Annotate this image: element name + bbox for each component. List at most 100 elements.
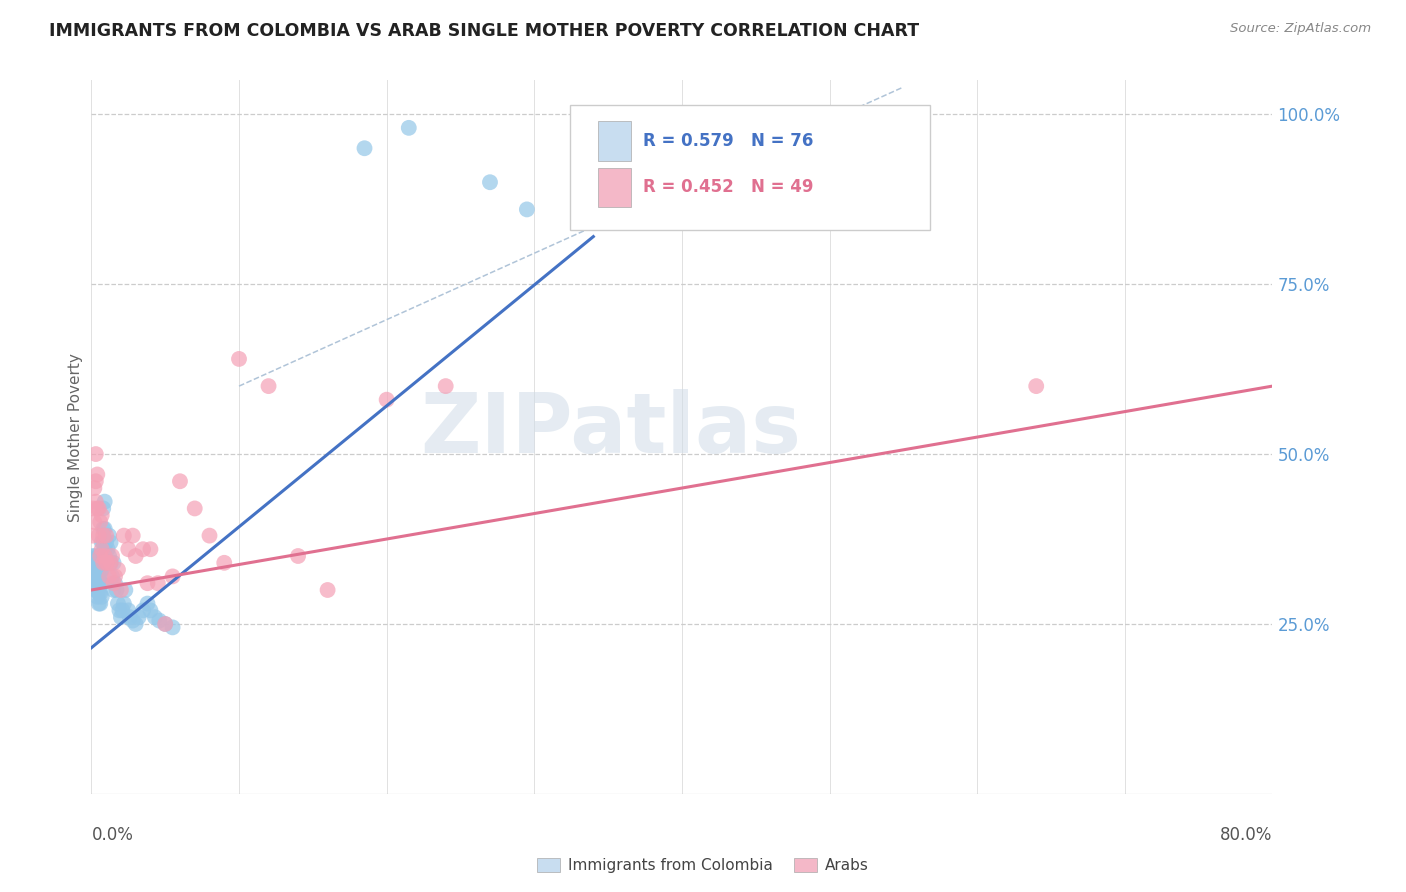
Point bbox=[86, 467, 108, 482]
Point bbox=[82, 549, 104, 563]
Point bbox=[86, 563, 108, 577]
Point bbox=[104, 569, 127, 583]
Point bbox=[169, 475, 191, 489]
Point bbox=[162, 569, 184, 583]
Point bbox=[100, 535, 122, 549]
Point bbox=[316, 582, 339, 597]
Point bbox=[96, 535, 118, 549]
Text: Immigrants from Colombia: Immigrants from Colombia bbox=[568, 858, 773, 872]
Point bbox=[146, 576, 169, 591]
Point bbox=[90, 563, 112, 577]
Point bbox=[87, 586, 110, 600]
Point bbox=[104, 576, 127, 591]
Point bbox=[162, 620, 184, 634]
Point bbox=[90, 549, 112, 563]
Point bbox=[83, 566, 105, 580]
Point bbox=[89, 597, 111, 611]
Point bbox=[375, 392, 398, 407]
Point bbox=[101, 569, 124, 583]
Text: R = 0.579   N = 76: R = 0.579 N = 76 bbox=[643, 132, 813, 150]
Point bbox=[82, 501, 104, 516]
Point bbox=[228, 351, 250, 366]
Point bbox=[82, 528, 104, 542]
Point bbox=[86, 590, 108, 604]
Point bbox=[98, 528, 121, 542]
Point bbox=[214, 556, 236, 570]
Point bbox=[87, 566, 110, 580]
Point bbox=[87, 597, 110, 611]
Point bbox=[86, 569, 108, 583]
Point bbox=[84, 556, 107, 570]
Point bbox=[82, 559, 104, 574]
Point bbox=[101, 549, 124, 563]
Point bbox=[87, 549, 110, 563]
Point bbox=[91, 501, 114, 516]
Point bbox=[118, 610, 141, 624]
Point bbox=[100, 556, 122, 570]
Point bbox=[183, 501, 207, 516]
Point bbox=[87, 556, 110, 570]
Point bbox=[198, 528, 221, 542]
Point bbox=[98, 549, 121, 563]
Point bbox=[124, 617, 148, 632]
Point bbox=[83, 481, 105, 495]
Point bbox=[91, 535, 114, 549]
FancyBboxPatch shape bbox=[569, 105, 929, 230]
Bar bbox=[598, 121, 631, 161]
Point bbox=[287, 549, 309, 563]
Point bbox=[93, 549, 115, 563]
Point bbox=[86, 582, 108, 597]
Point bbox=[153, 617, 177, 632]
Point bbox=[110, 610, 132, 624]
Point bbox=[86, 552, 108, 566]
Point bbox=[117, 542, 139, 557]
Point bbox=[90, 535, 112, 549]
Point bbox=[139, 603, 162, 617]
Point bbox=[83, 559, 105, 574]
Point bbox=[121, 528, 143, 542]
Point bbox=[108, 603, 131, 617]
Point bbox=[84, 573, 107, 587]
Text: Source: ZipAtlas.com: Source: ZipAtlas.com bbox=[1230, 22, 1371, 36]
Point bbox=[84, 475, 107, 489]
Point bbox=[82, 552, 104, 566]
Point bbox=[84, 494, 107, 508]
Point bbox=[84, 447, 107, 461]
Point bbox=[97, 556, 120, 570]
Point bbox=[136, 576, 159, 591]
Point bbox=[87, 528, 110, 542]
Point bbox=[87, 573, 110, 587]
Point bbox=[96, 528, 118, 542]
Point bbox=[97, 542, 120, 557]
Point bbox=[516, 202, 538, 217]
Point bbox=[107, 563, 129, 577]
Point bbox=[82, 556, 104, 570]
Point bbox=[90, 590, 112, 604]
Point bbox=[87, 501, 110, 516]
Point bbox=[86, 501, 108, 516]
Text: ZIPatlas: ZIPatlas bbox=[420, 390, 801, 470]
Point bbox=[93, 542, 115, 557]
Text: R = 0.452   N = 49: R = 0.452 N = 49 bbox=[643, 178, 814, 196]
Point bbox=[89, 566, 111, 580]
Point bbox=[90, 542, 112, 557]
Point bbox=[91, 528, 114, 542]
Point bbox=[132, 542, 155, 557]
Point bbox=[105, 582, 128, 597]
Point bbox=[398, 120, 420, 135]
Point bbox=[89, 576, 111, 591]
Point bbox=[153, 617, 177, 632]
Text: 80.0%: 80.0% bbox=[1220, 826, 1272, 844]
Point bbox=[89, 515, 111, 529]
Point bbox=[84, 563, 107, 577]
Point bbox=[111, 603, 134, 617]
Point bbox=[434, 379, 457, 393]
Point bbox=[121, 614, 143, 628]
Text: IMMIGRANTS FROM COLOMBIA VS ARAB SINGLE MOTHER POVERTY CORRELATION CHART: IMMIGRANTS FROM COLOMBIA VS ARAB SINGLE … bbox=[49, 22, 920, 40]
Point bbox=[112, 597, 135, 611]
Point bbox=[89, 586, 111, 600]
Point bbox=[98, 569, 121, 583]
Point bbox=[90, 576, 112, 591]
Point bbox=[91, 556, 114, 570]
Point bbox=[353, 141, 375, 155]
